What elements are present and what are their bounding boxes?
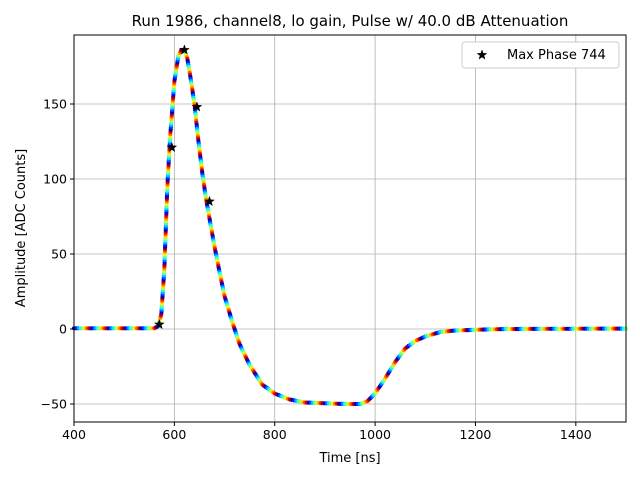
x-tick-label: 1000 [359,427,391,442]
x-axis-label: Time [ns] [318,451,380,466]
y-tick-label: −50 [41,397,67,412]
y-tick-label: 50 [51,247,67,262]
legend-star-marker [476,49,488,60]
x-tick-label: 600 [162,427,186,442]
chart-title: Run 1986, channel8, lo gain, Pulse w/ 40… [132,12,569,30]
legend: Max Phase 744 [461,41,620,69]
y-tick-label: 150 [43,97,67,112]
x-tick-label: 800 [263,427,287,442]
legend-box [461,41,620,69]
max-phase-star-marker [191,101,203,112]
plot-frame [73,34,627,423]
y-tick-label: 0 [59,322,67,337]
max-phase-star-marker [204,195,215,207]
legend-entry-max-phase: Max Phase 744 [507,48,606,63]
axis-ticks: 400 600 800 1000 1200 1400 −50 0 50 100 150 [41,97,592,443]
y-tick-label: 100 [43,172,67,187]
x-tick-label: 1400 [560,427,592,442]
x-tick-label: 400 [62,427,86,442]
max-phase-star-marker [178,44,190,55]
legend-star-icon [476,49,488,60]
pulse-curve [71,47,629,407]
x-tick-label: 1200 [460,427,492,442]
max-phase-star-marker [166,141,178,153]
max-phase-star-marker [153,318,165,330]
max-phase-markers [153,44,215,330]
y-axis-label: Amplitude [ADC Counts] [14,149,29,307]
